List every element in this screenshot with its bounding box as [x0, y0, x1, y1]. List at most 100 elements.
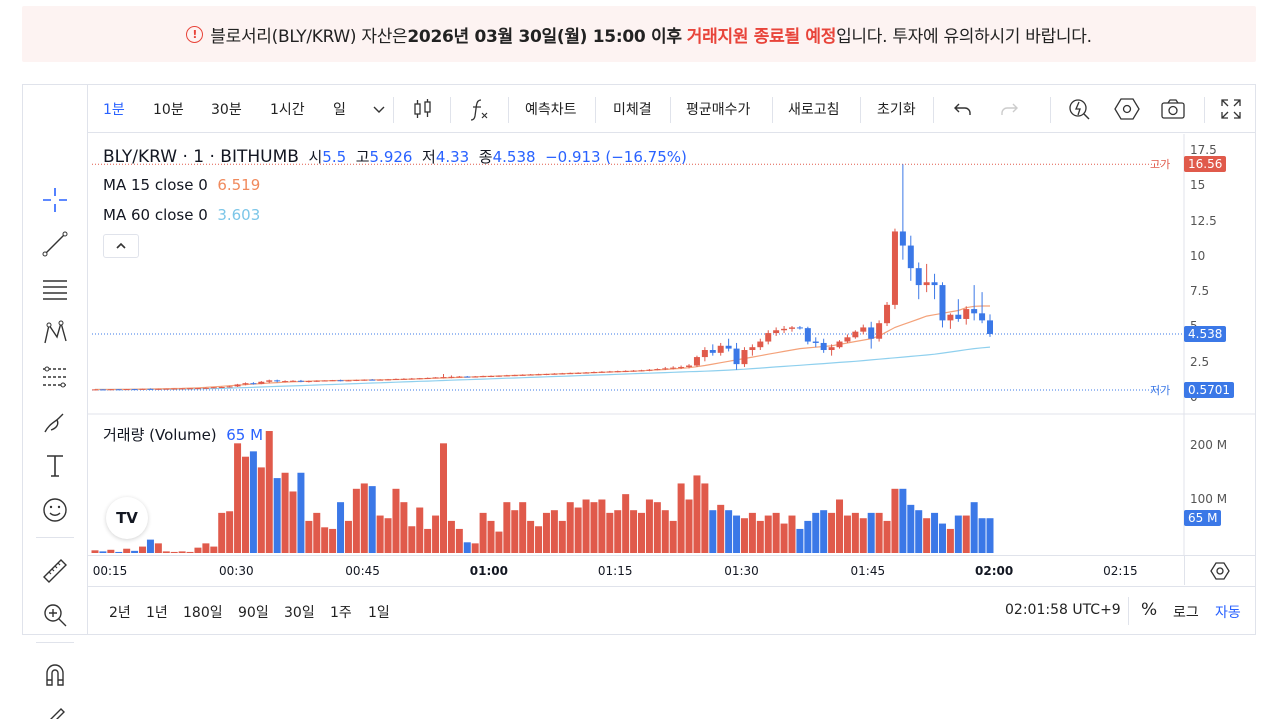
price-tick-label: 15: [1190, 178, 1206, 193]
crosshair-tool-icon[interactable]: [22, 180, 88, 220]
interval-10m[interactable]: 10분: [153, 102, 184, 118]
candle-body: [527, 374, 534, 376]
chevron-down-icon[interactable]: [366, 85, 392, 133]
candle-body: [519, 374, 526, 376]
trendline-tool-icon[interactable]: [22, 224, 88, 264]
volume-bar: [241, 456, 249, 553]
pencil-icon[interactable]: [22, 699, 88, 719]
forecast-chart-button[interactable]: 예측차트: [525, 102, 577, 118]
volume-bar: [400, 502, 408, 553]
volume-bar: [566, 502, 574, 553]
time-tick-label: 00:45: [345, 564, 380, 578]
avg-buy-price-button[interactable]: 평균매수가: [686, 102, 751, 118]
volume-bar: [146, 539, 154, 553]
pattern-tool-icon[interactable]: [22, 313, 88, 353]
brush-tool-icon[interactable]: [22, 402, 88, 442]
settings-hexagon-icon[interactable]: [1114, 85, 1140, 133]
fullscreen-icon[interactable]: [1218, 85, 1244, 133]
interval-1h[interactable]: 1시간: [270, 102, 305, 118]
volume-legend: 거래량 (Volume) 65 M: [103, 424, 263, 445]
volume-bar: [598, 499, 606, 553]
candle-body: [725, 345, 732, 349]
fib-tool-icon[interactable]: [22, 357, 88, 397]
auto-toggle[interactable]: 자동: [1215, 605, 1241, 621]
open-label: 시: [308, 148, 323, 166]
price-tick-label: 7.5: [1190, 284, 1210, 299]
candle-type-icon[interactable]: [410, 85, 436, 133]
candle-body: [353, 379, 360, 381]
chart-canvas[interactable]: [0, 0, 1280, 650]
volume-bar: [115, 551, 123, 553]
volume-bar: [321, 527, 329, 553]
interval-1m[interactable]: 1분: [103, 102, 125, 118]
volume-bar: [194, 547, 202, 553]
candle-body: [733, 348, 740, 365]
volume-bar: [851, 512, 859, 553]
range-1w[interactable]: 1주: [330, 605, 352, 621]
volume-bar: [392, 488, 400, 553]
volume-bar: [907, 504, 915, 553]
range-90d[interactable]: 90일: [238, 605, 269, 621]
chart-frame: [22, 84, 1256, 635]
volume-bar: [352, 488, 360, 553]
price-tick-label: 2.5: [1190, 354, 1210, 369]
volume-bar: [487, 520, 495, 553]
volume-bar: [582, 499, 590, 553]
volume-bar: [447, 520, 455, 553]
reset-button[interactable]: 초기화: [877, 102, 916, 118]
candle-body: [171, 388, 178, 390]
toolbar-divider: [36, 537, 74, 538]
range-2y[interactable]: 2년: [109, 605, 131, 621]
emoji-tool-icon[interactable]: [22, 490, 88, 530]
magnet-icon[interactable]: [22, 655, 88, 695]
candle-body: [416, 378, 423, 380]
horizontal-lines-tool-icon[interactable]: [22, 269, 88, 309]
interval-day[interactable]: 일: [333, 102, 346, 118]
volume-bar: [772, 512, 780, 553]
redo-icon[interactable]: [996, 85, 1022, 133]
notice-date: 2026년 03월 30일(월) 15:00 이후: [407, 26, 682, 47]
time-tick-label: 01:45: [850, 564, 886, 578]
volume-bar: [463, 542, 471, 553]
candle-body: [361, 379, 368, 381]
refresh-button[interactable]: 새로고침: [788, 102, 840, 118]
time-tick-label: 01:30: [724, 564, 759, 578]
volume-tick-label: 200 M: [1190, 438, 1228, 452]
volume-bar: [701, 483, 709, 553]
candle-body: [250, 383, 257, 385]
open-orders-button[interactable]: 미체결: [613, 102, 652, 118]
alert-icon[interactable]: [1066, 85, 1092, 133]
candle-body: [765, 333, 772, 342]
last-price-badge: 4.538: [1184, 326, 1227, 342]
candle-body: [282, 381, 289, 383]
zoom-in-icon[interactable]: [22, 595, 88, 635]
candle-body: [495, 375, 502, 377]
axis-settings-icon[interactable]: [1184, 555, 1255, 585]
toolbar-divider: [860, 97, 861, 123]
tradingview-logo[interactable]: TV: [106, 497, 148, 539]
range-1d[interactable]: 1일: [368, 605, 390, 621]
camera-icon[interactable]: [1160, 85, 1186, 133]
indicators-icon[interactable]: [466, 85, 492, 133]
toolbar-divider: [508, 97, 509, 123]
volume-bar: [653, 502, 661, 553]
drawing-toolbar: [22, 85, 88, 719]
open-value: 5.5: [322, 148, 347, 166]
candle-body: [321, 380, 328, 382]
range-30d[interactable]: 30일: [284, 605, 315, 621]
undo-icon[interactable]: [950, 85, 976, 133]
delisting-notice: ! 블로서리(BLY/KRW) 자산은 2026년 03월 30일(월) 15:…: [22, 6, 1256, 62]
volume-bar: [946, 528, 954, 553]
ruler-tool-icon[interactable]: [22, 551, 88, 591]
legend-collapse-button[interactable]: [103, 234, 139, 258]
volume-bar: [630, 510, 638, 553]
log-toggle[interactable]: 로그: [1173, 605, 1199, 621]
range-180d[interactable]: 180일: [183, 605, 223, 621]
candle-body: [131, 389, 138, 391]
text-tool-icon[interactable]: [22, 446, 88, 486]
interval-30m[interactable]: 30분: [211, 102, 242, 118]
range-1y[interactable]: 1년: [146, 605, 168, 621]
time-axis[interactable]: 00:15 00:30 00:45 01:00 01:15 01:30 01:45 02:00…: [88, 555, 1184, 585]
percent-toggle[interactable]: %: [1141, 600, 1158, 620]
volume-bar: [368, 486, 376, 553]
